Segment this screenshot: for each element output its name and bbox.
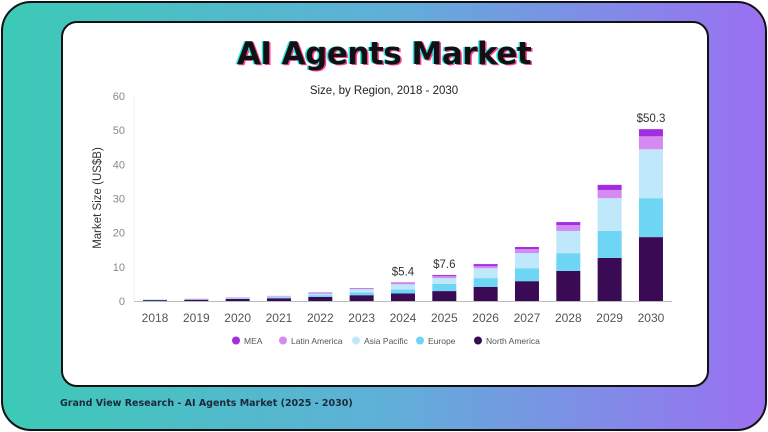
bar-segment-north-america xyxy=(143,299,167,301)
y-tick-label: 30 xyxy=(113,194,125,206)
y-tick-label: 50 xyxy=(113,125,125,137)
data-label: $50.3 xyxy=(637,113,666,125)
bar-segment-mea xyxy=(597,184,622,190)
bar-segment-europe xyxy=(556,253,581,271)
legend-label: Europe xyxy=(428,336,456,346)
bar-segment-latin-america xyxy=(514,249,539,254)
bar-segment-latin-america xyxy=(638,136,663,150)
legend-label: Asia Pacific xyxy=(364,336,409,346)
bar-segment-mea xyxy=(473,264,498,267)
y-axis-label: Market Size (US$B) xyxy=(92,147,104,249)
x-tick-label: 2024 xyxy=(390,311,417,325)
bar-segment-latin-america xyxy=(184,298,209,300)
bar-segment-north-america xyxy=(266,298,291,301)
x-tick-label: 2027 xyxy=(514,311,541,325)
footer-source: Grand View Research - AI Agents Market (… xyxy=(60,398,353,409)
legend-marker xyxy=(352,336,360,345)
bar-segment-north-america xyxy=(432,291,457,301)
bar-segment-latin-america xyxy=(556,225,581,231)
bar-segment-asia-pacific xyxy=(308,293,333,296)
y-tick-label: 20 xyxy=(113,228,125,240)
chart-subtitle: Size, by Region, 2018 - 2030 xyxy=(309,85,459,97)
bar-segment-europe xyxy=(514,268,539,282)
legend-label: North America xyxy=(486,336,540,346)
bar-segment-north-america xyxy=(597,257,622,301)
bar-segment-latin-america xyxy=(225,297,250,299)
bar-segment-north-america xyxy=(514,281,539,301)
legend-label: MEA xyxy=(244,336,263,346)
chart-title: AI Agents Market xyxy=(236,36,532,72)
bar-segment-north-america xyxy=(308,296,333,301)
bar-segment-mea xyxy=(514,247,539,250)
bar-segment-north-america xyxy=(556,270,581,301)
bar-segment-north-america xyxy=(184,299,209,301)
bar-segment-mea xyxy=(432,275,457,277)
bar-segment-asia-pacific xyxy=(597,198,622,231)
bar-segment-asia-pacific xyxy=(390,284,415,290)
legend-marker xyxy=(416,336,424,345)
bar-segment-asia-pacific xyxy=(432,278,457,284)
bar-segment-asia-pacific xyxy=(349,289,374,293)
bar-segment-europe xyxy=(432,283,457,292)
y-tick-label: 60 xyxy=(113,91,125,103)
bar-segment-latin-america xyxy=(390,283,415,285)
x-tick-label: 2018 xyxy=(142,311,169,325)
bar-segment-asia-pacific xyxy=(266,296,291,298)
y-tick-label: 0 xyxy=(119,296,125,308)
bar-segment-europe xyxy=(349,292,374,296)
x-tick-label: 2023 xyxy=(348,311,375,325)
bar-segment-europe xyxy=(225,298,250,299)
bar-segment-north-america xyxy=(638,237,663,301)
bar-segment-asia-pacific xyxy=(143,299,167,300)
bar-segment-mea xyxy=(390,282,415,284)
bar-segment-europe xyxy=(638,198,663,238)
bar-segment-mea xyxy=(308,292,333,294)
bar-segment-europe xyxy=(266,297,291,299)
bar-segment-europe xyxy=(597,230,622,258)
bar-segment-latin-america xyxy=(432,276,457,279)
data-label: $5.4 xyxy=(392,267,415,279)
bar-segment-europe xyxy=(143,299,167,301)
bar-segment-north-america xyxy=(349,295,374,301)
bar-segment-europe xyxy=(184,299,209,300)
x-tick-label: 2025 xyxy=(431,311,458,325)
bar-segment-asia-pacific xyxy=(638,149,663,199)
x-tick-label: 2019 xyxy=(183,311,210,325)
bar-segment-asia-pacific xyxy=(556,230,581,254)
bar-segment-asia-pacific xyxy=(514,253,539,269)
bar-segment-latin-america xyxy=(473,266,498,269)
x-tick-label: 2020 xyxy=(224,311,251,325)
bar-segment-latin-america xyxy=(597,189,622,199)
data-label: $7.6 xyxy=(433,259,455,271)
bar-segment-latin-america xyxy=(266,295,291,297)
bar-segment-mea xyxy=(638,129,663,137)
bar-segment-europe xyxy=(390,289,415,294)
bar-segment-north-america xyxy=(473,286,498,301)
bar-segment-asia-pacific xyxy=(473,268,498,279)
legend-marker xyxy=(279,336,287,345)
x-tick-label: 2021 xyxy=(266,311,293,325)
x-tick-label: 2029 xyxy=(596,311,623,325)
legend-marker xyxy=(474,336,482,345)
bar-segment-europe xyxy=(473,278,498,287)
x-tick-label: 2028 xyxy=(555,311,582,325)
x-tick-label: 2022 xyxy=(307,311,334,325)
y-tick-label: 40 xyxy=(113,159,125,171)
bar-segment-north-america xyxy=(225,298,250,301)
bar-segment-mea xyxy=(349,288,374,289)
legend-label: Latin America xyxy=(291,336,343,346)
x-tick-label: 2030 xyxy=(638,311,665,325)
bar-segment-mea xyxy=(556,222,581,226)
bar-segment-north-america xyxy=(390,293,415,301)
bar-segment-europe xyxy=(308,295,333,297)
legend-marker xyxy=(232,336,240,345)
x-tick-label: 2026 xyxy=(472,311,499,325)
y-tick-label: 10 xyxy=(113,262,125,274)
